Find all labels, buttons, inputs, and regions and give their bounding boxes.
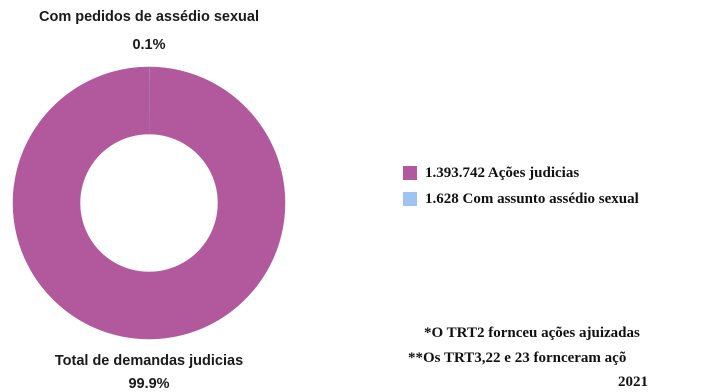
slice-demandas-judicias bbox=[12, 66, 286, 340]
chart-legend: 1.393.742 Ações judicias 1.628 Com assun… bbox=[403, 160, 639, 212]
slice-percent-large: 99.9% bbox=[128, 376, 170, 392]
slice-label-large: Total de demandas judicias bbox=[54, 353, 244, 369]
legend-label-assedio: 1.628 Com assunto assédio sexual bbox=[425, 190, 639, 207]
footnote-trt3: **Os TRT3,22 e 23 fornceram açõ bbox=[408, 350, 627, 366]
slice-label-small: Com pedidos de assédio sexual bbox=[39, 9, 259, 25]
footnote-year: 2021 bbox=[618, 374, 648, 390]
legend-item-assedio: 1.628 Com assunto assédio sexual bbox=[403, 186, 639, 212]
legend-swatch-assedio bbox=[403, 192, 417, 206]
footnote-trt2: *O TRT2 fornceu ações ajuizadas bbox=[424, 325, 640, 341]
legend-label-acoes: 1.393.742 Ações judicias bbox=[425, 164, 580, 181]
legend-item-acoes: 1.393.742 Ações judicias bbox=[403, 160, 639, 186]
slice-percent-small: 0.1% bbox=[132, 37, 166, 53]
legend-swatch-acoes bbox=[403, 166, 417, 180]
